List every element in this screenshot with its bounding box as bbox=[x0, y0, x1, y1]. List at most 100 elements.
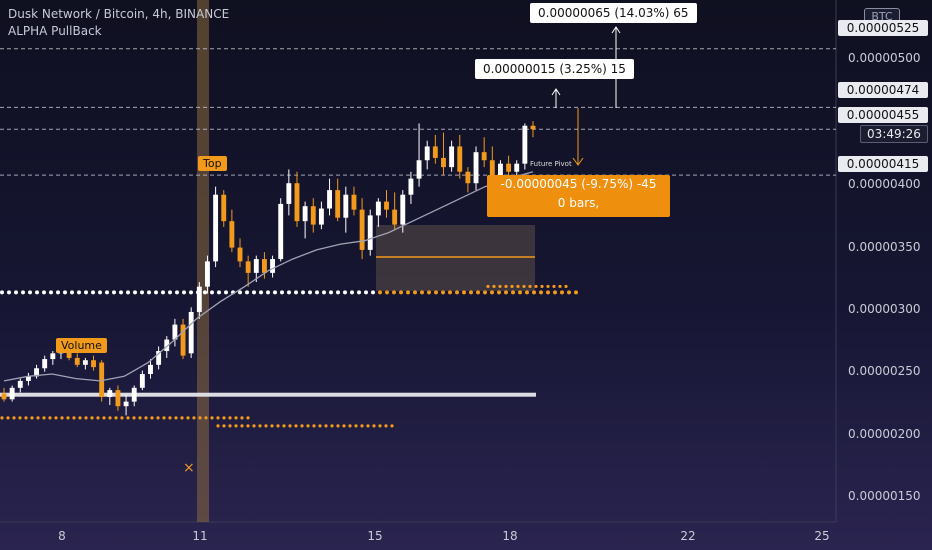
dotted-level-dot bbox=[63, 290, 67, 295]
candle-body bbox=[400, 194, 406, 225]
dotted-level-dot bbox=[390, 424, 394, 428]
candle-body bbox=[261, 259, 267, 273]
dotted-level-dot bbox=[364, 290, 368, 295]
candle-body bbox=[237, 247, 243, 262]
dotted-level-dot bbox=[198, 416, 202, 420]
dotted-level-dot bbox=[546, 290, 550, 295]
dotted-level-dot bbox=[60, 416, 64, 420]
dotted-level-dot bbox=[140, 290, 144, 295]
candle-body bbox=[172, 324, 178, 340]
dotted-level-dot bbox=[18, 416, 22, 420]
dotted-level-dot bbox=[357, 290, 361, 295]
support-line bbox=[0, 392, 536, 397]
dotted-level-dot bbox=[441, 290, 445, 295]
dotted-level-dot bbox=[266, 290, 270, 295]
candle-body bbox=[335, 190, 341, 218]
dotted-level-dot bbox=[246, 416, 250, 420]
dotted-level-dot bbox=[203, 290, 207, 295]
dotted-level-dot bbox=[385, 290, 389, 295]
dotted-level-dot bbox=[240, 416, 244, 420]
dotted-level-dot bbox=[222, 424, 226, 428]
dotted-level-dot bbox=[492, 284, 496, 289]
y-tick-label: 0.00000250 bbox=[848, 364, 921, 378]
candle-body bbox=[522, 125, 528, 164]
volume-label: Volume bbox=[56, 338, 107, 353]
dotted-level-dot bbox=[217, 290, 221, 295]
candle-body bbox=[164, 339, 170, 352]
candle-body bbox=[432, 146, 438, 158]
dotted-level-dot bbox=[28, 290, 32, 295]
dotted-level-dot bbox=[0, 290, 4, 295]
candle-body bbox=[42, 359, 48, 369]
moving-average-line bbox=[3, 171, 534, 382]
dotted-level-dot bbox=[6, 416, 10, 420]
candle-body bbox=[25, 376, 31, 381]
dotted-level-dot bbox=[306, 424, 310, 428]
dotted-level-dot bbox=[330, 424, 334, 428]
dotted-level-dot bbox=[168, 290, 172, 295]
dotted-level-dot bbox=[567, 290, 571, 295]
dotted-level-dot bbox=[343, 290, 347, 295]
candle-body bbox=[343, 194, 349, 218]
dotted-level-dot bbox=[224, 290, 228, 295]
candle-body bbox=[286, 183, 292, 204]
dotted-level-dot bbox=[138, 416, 142, 420]
candle-body bbox=[375, 201, 381, 216]
dotted-level-dot bbox=[120, 416, 124, 420]
dotted-level-dot bbox=[35, 290, 39, 295]
dotted-level-dot bbox=[516, 284, 520, 289]
dotted-level-dot bbox=[366, 424, 370, 428]
candle-body bbox=[302, 206, 308, 222]
candle-body bbox=[34, 368, 39, 377]
dotted-level-dot bbox=[77, 290, 81, 295]
dotted-level-dot bbox=[282, 424, 286, 428]
dotted-level-dot bbox=[240, 424, 244, 428]
candle-body bbox=[384, 201, 389, 210]
dotted-level-dot bbox=[301, 290, 305, 295]
dotted-level-dot bbox=[511, 290, 515, 295]
candle-body bbox=[392, 209, 398, 225]
dotted-level-dot bbox=[175, 290, 179, 295]
measure-negative-value: -0.00000045 (-9.75%) -45 bbox=[500, 177, 657, 191]
dotted-level-dot bbox=[105, 290, 109, 295]
dotted-level-dot bbox=[322, 290, 326, 295]
dotted-level-dot bbox=[462, 290, 466, 295]
candle-body bbox=[416, 160, 422, 179]
candle-body bbox=[278, 203, 284, 260]
dotted-level-dot bbox=[144, 416, 148, 420]
candle-body bbox=[449, 146, 455, 168]
dotted-level-dot bbox=[546, 284, 550, 289]
candle-body bbox=[489, 160, 495, 181]
y-tick-label: 0.00000300 bbox=[848, 302, 921, 316]
candle-body bbox=[1, 393, 7, 400]
price-tag-current: 0.00000455 bbox=[838, 107, 928, 123]
dotted-level-dot bbox=[228, 416, 232, 420]
dotted-level-dot bbox=[162, 416, 166, 420]
dotted-level-dot bbox=[48, 416, 52, 420]
dotted-level-dot bbox=[234, 416, 238, 420]
candle-body bbox=[66, 351, 72, 358]
candle-body bbox=[82, 360, 88, 365]
dotted-level-dot bbox=[522, 284, 526, 289]
dotted-level-dot bbox=[434, 290, 438, 295]
dotted-level-dot bbox=[518, 290, 522, 295]
candle-body bbox=[310, 206, 316, 225]
candle-body bbox=[327, 190, 332, 209]
dotted-level-dot bbox=[126, 416, 130, 420]
dotted-level-dot bbox=[12, 416, 16, 420]
candle-body bbox=[74, 357, 80, 365]
dotted-level-dot bbox=[384, 424, 388, 428]
arrow-head-icon bbox=[551, 88, 561, 96]
dotted-level-dot bbox=[56, 290, 60, 295]
dotted-level-dot bbox=[371, 290, 375, 295]
candle-body bbox=[221, 194, 227, 222]
dotted-level-dot bbox=[259, 290, 263, 295]
dotted-level-dot bbox=[189, 290, 193, 295]
candle-body bbox=[9, 387, 15, 400]
candle-body bbox=[123, 401, 129, 407]
dotted-level-dot bbox=[66, 416, 70, 420]
candle-body bbox=[441, 157, 446, 168]
dotted-level-dot bbox=[420, 290, 424, 295]
dotted-level-dot bbox=[552, 284, 556, 289]
